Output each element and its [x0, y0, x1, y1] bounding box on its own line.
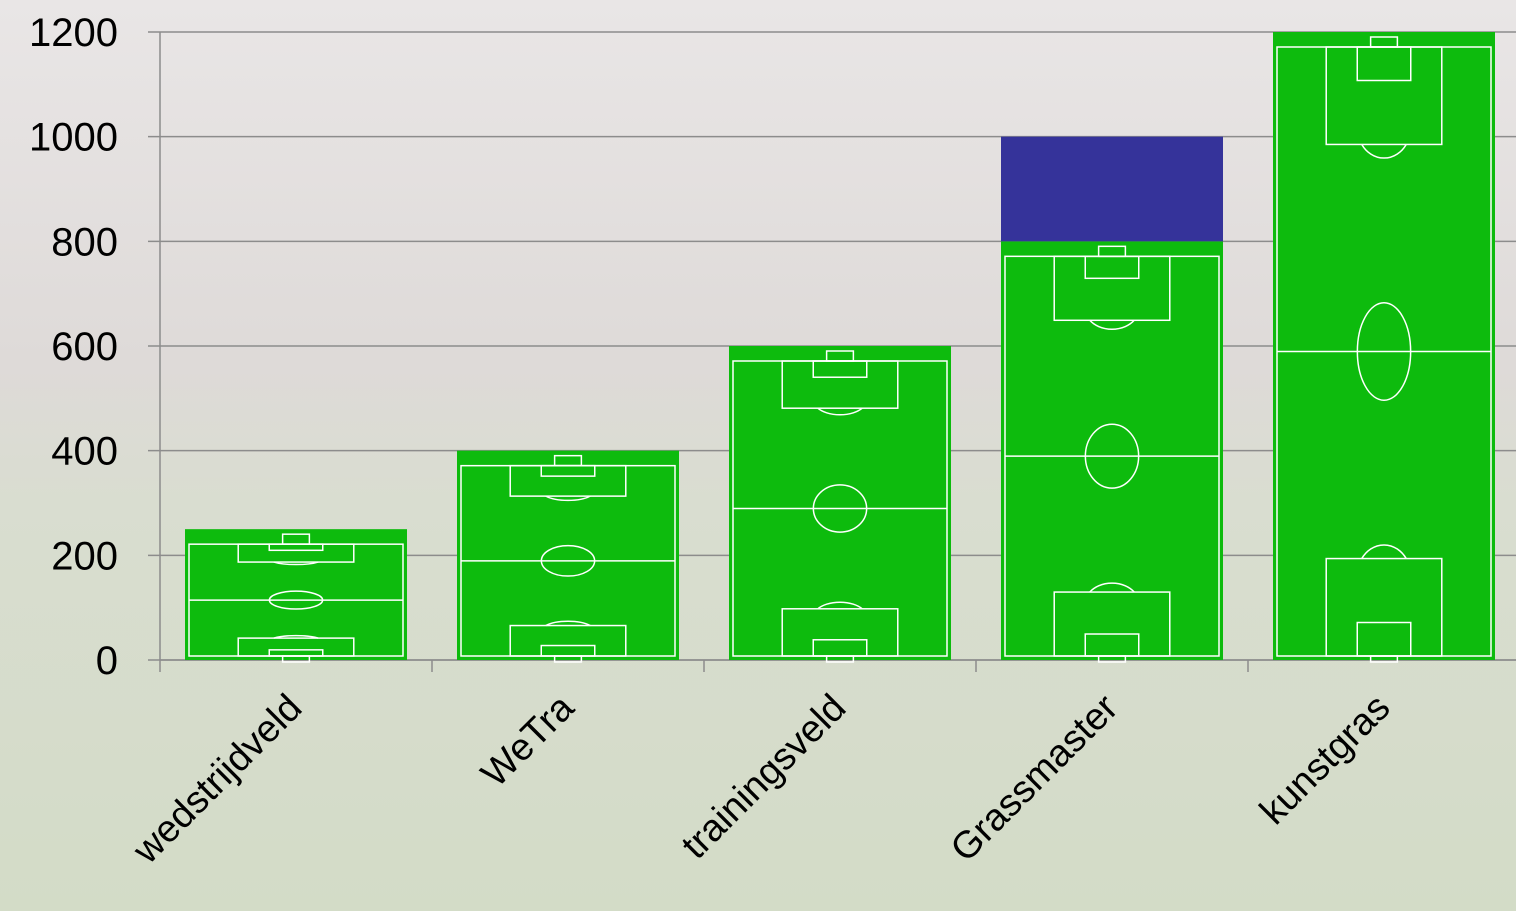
pitch-marking	[732, 350, 948, 663]
pitch-marking	[1276, 36, 1492, 663]
pitch-goal	[281, 655, 311, 663]
pitch-arc	[1361, 144, 1407, 159]
pitch-arc	[273, 634, 319, 639]
y-tick-label: 1000	[29, 116, 118, 160]
pitch-arc	[1089, 582, 1135, 593]
pitch-goal	[553, 454, 583, 467]
y-tick-label: 800	[51, 220, 118, 264]
pitch-marking	[1004, 245, 1220, 663]
pitch-circle	[1356, 302, 1412, 401]
pitch-goal	[1097, 245, 1127, 258]
pitch-marking	[460, 454, 676, 663]
pitch-goal	[825, 350, 855, 362]
y-tick-label: 1200	[29, 11, 118, 55]
y-tick-label: 400	[51, 430, 118, 474]
bar	[457, 450, 679, 660]
pitch-arc	[1361, 544, 1407, 559]
pitch-circle	[268, 590, 324, 610]
bar	[185, 529, 407, 660]
bar	[1001, 136, 1223, 242]
pitch-goal	[1369, 655, 1399, 663]
pitch-arc	[273, 561, 319, 566]
bar	[1001, 241, 1223, 661]
pitch-circle	[540, 544, 596, 577]
bar	[729, 346, 951, 660]
bar	[1273, 32, 1495, 660]
pitch-goal	[1369, 36, 1399, 48]
y-tick-label: 600	[51, 325, 118, 369]
pitch-goal	[281, 533, 311, 545]
pitch-circle	[812, 484, 868, 533]
y-tick-label: 0	[96, 639, 118, 683]
pitch-arc	[545, 620, 591, 627]
pitch-arc	[1089, 319, 1135, 330]
y-tick-label: 200	[51, 534, 118, 578]
pitch-goal	[1097, 655, 1127, 663]
pitch-marking	[188, 533, 404, 663]
pitch-circle	[1084, 423, 1140, 489]
pitch-arc	[545, 495, 591, 502]
pitch-goal	[825, 655, 855, 663]
pitch-arc	[817, 601, 863, 610]
pitch-goal	[553, 655, 583, 663]
pitch-arc	[817, 407, 863, 416]
